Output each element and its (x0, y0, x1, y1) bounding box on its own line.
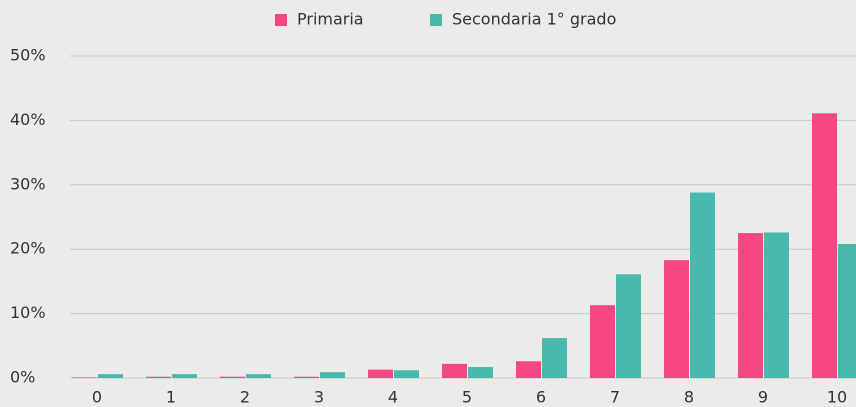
y-tick-label: 20% (10, 239, 46, 258)
x-tick-label: 10 (827, 388, 847, 407)
x-tick-label: 7 (610, 388, 620, 407)
bar (172, 374, 197, 378)
x-tick-label: 9 (758, 388, 768, 407)
legend-label: Secondaria 1° grado (452, 10, 616, 29)
y-tick-label: 40% (10, 110, 46, 129)
bar (468, 367, 493, 378)
legend-swatch (275, 14, 287, 26)
bar (98, 374, 123, 378)
bar (590, 305, 615, 378)
x-tick-label: 4 (388, 388, 398, 407)
y-tick-label: 0% (10, 368, 35, 387)
bar (812, 113, 837, 378)
x-tick-label: 3 (314, 388, 324, 407)
bar (516, 361, 541, 378)
bar (320, 372, 345, 378)
x-tick-label: 5 (462, 388, 472, 407)
bar (738, 233, 763, 378)
bar (764, 232, 789, 378)
bar (368, 369, 393, 378)
bar (146, 376, 171, 378)
bar (220, 376, 245, 378)
bar (664, 260, 689, 378)
bar (442, 363, 467, 378)
y-tick-label: 30% (10, 174, 46, 193)
bar (542, 338, 567, 378)
y-tick-label: 10% (10, 303, 46, 322)
x-tick-label: 0 (92, 388, 102, 407)
bar (294, 376, 319, 378)
x-tick-label: 1 (166, 388, 176, 407)
x-tick-label: 8 (684, 388, 694, 407)
bar (690, 192, 715, 378)
bar (838, 244, 856, 378)
bar (394, 370, 419, 378)
x-tick-label: 6 (536, 388, 546, 407)
legend-swatch (430, 14, 442, 26)
bar (246, 374, 271, 378)
bar (72, 377, 97, 378)
bar (616, 274, 641, 378)
legend-label: Primaria (297, 10, 364, 29)
x-tick-label: 2 (240, 388, 250, 407)
y-tick-label: 50% (10, 46, 46, 65)
